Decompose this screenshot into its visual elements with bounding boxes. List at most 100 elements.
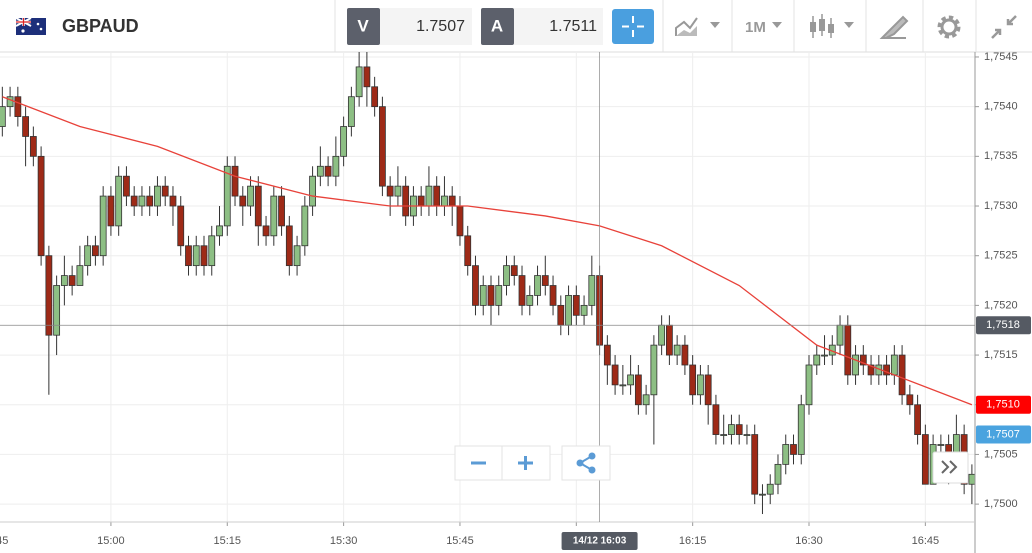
symbol: GBPAUD [62,16,139,36]
timeframe-caret[interactable] [772,22,782,28]
bid-box[interactable] [380,8,472,45]
price-badge [976,425,1031,444]
candle-body [464,235,472,267]
candle-body [697,374,704,396]
y-tick-label: 1,7520 [984,299,1018,311]
candle-body [378,106,386,187]
candle-body [270,195,278,237]
candle-body [200,245,208,267]
ask-label: A [491,16,503,35]
candle-body [766,483,774,495]
candle-body [867,364,875,376]
candle-body [254,185,262,227]
candle-body [115,175,123,227]
candle-body [433,185,441,207]
bid-label: V [357,16,369,35]
candle-body [526,295,534,306]
flag-icon [15,17,46,35]
candle-body [503,265,510,286]
price-badge-label: 1,7507 [986,428,1020,440]
candle-body [549,285,557,306]
x-tick-label: 16:15 [679,535,707,547]
draw-button[interactable] [879,15,909,39]
candle-body [324,165,332,177]
timeframe[interactable]: 1M [745,19,766,36]
x-tick-label: 15:15 [214,535,242,547]
candle-body [937,444,945,446]
share-button[interactable] [561,445,611,481]
candle-body [650,344,658,396]
candle-body [6,96,14,108]
settings-button[interactable] [937,15,961,39]
candle-body [53,285,61,336]
candle-body [852,354,859,376]
candle-body [68,275,76,286]
candle-body [363,66,371,88]
candle-body [627,374,635,386]
y-tick-label: 1,7505 [984,448,1018,460]
candle-body [448,195,456,207]
candle-body [107,195,115,227]
y-tick-label: 1,7530 [984,200,1018,212]
candle-body [906,394,914,406]
scroll-end-button[interactable] [932,451,969,484]
candle-body [743,434,751,436]
candle-body [487,285,495,306]
price-badge-label: 1,7518 [986,319,1020,331]
candle-body [510,265,518,276]
candle-body [821,354,828,357]
candle-body [689,364,697,396]
candle-body [29,136,37,157]
candle-body [239,195,247,207]
candle-body [208,235,216,267]
ask-label-box[interactable] [481,8,514,45]
candle-body [883,364,890,376]
bid-label-box[interactable] [347,8,380,45]
candle-body [0,106,6,127]
candle-body [619,384,627,387]
candle-body [192,245,200,267]
crosshair-button[interactable] [612,9,654,44]
candle-body [611,364,619,386]
fullscreen-button[interactable] [991,15,1017,39]
candle-body [572,295,580,316]
candle-body [712,404,720,435]
x-tick-label: 15:00 [97,535,125,547]
candle-body [278,195,285,227]
x-tick-label: 15:45 [446,535,474,547]
y-tick-label: 1,7545 [984,51,1018,63]
candle-body [177,205,185,247]
candle-body [759,493,766,496]
candle-body [774,463,782,485]
x-tick-label: 14:45 [0,535,8,547]
ask-box[interactable] [514,8,603,45]
candle-body [185,245,192,267]
x-tick-label: 16:45 [912,535,940,547]
candle-body [580,304,588,316]
candle-body [340,126,348,157]
candle-body [386,185,394,197]
candle-body [394,185,402,197]
y-tick-label: 1,7500 [984,498,1018,510]
y-tick-label: 1,7535 [984,150,1018,162]
candle-body [355,66,363,98]
candle-body [60,275,68,286]
bid-price: 1.7507 [416,18,465,35]
candle-body [968,473,975,485]
y-tick-label: 1,7540 [984,101,1018,113]
candle-body [603,344,611,366]
chart-type-button[interactable] [810,14,854,38]
candle-body [154,185,161,207]
time-badge [561,532,638,550]
candle-body [735,424,743,435]
candle-body [223,165,231,227]
y-tick-label: 1,7515 [984,349,1018,361]
candle-body [146,195,154,207]
candle-body [921,434,929,485]
candle-body [534,275,541,296]
indicator-button[interactable] [675,17,720,36]
candle-body [790,444,797,455]
candle-body [565,295,572,326]
candle-body [673,344,681,356]
candle-body [720,434,728,436]
